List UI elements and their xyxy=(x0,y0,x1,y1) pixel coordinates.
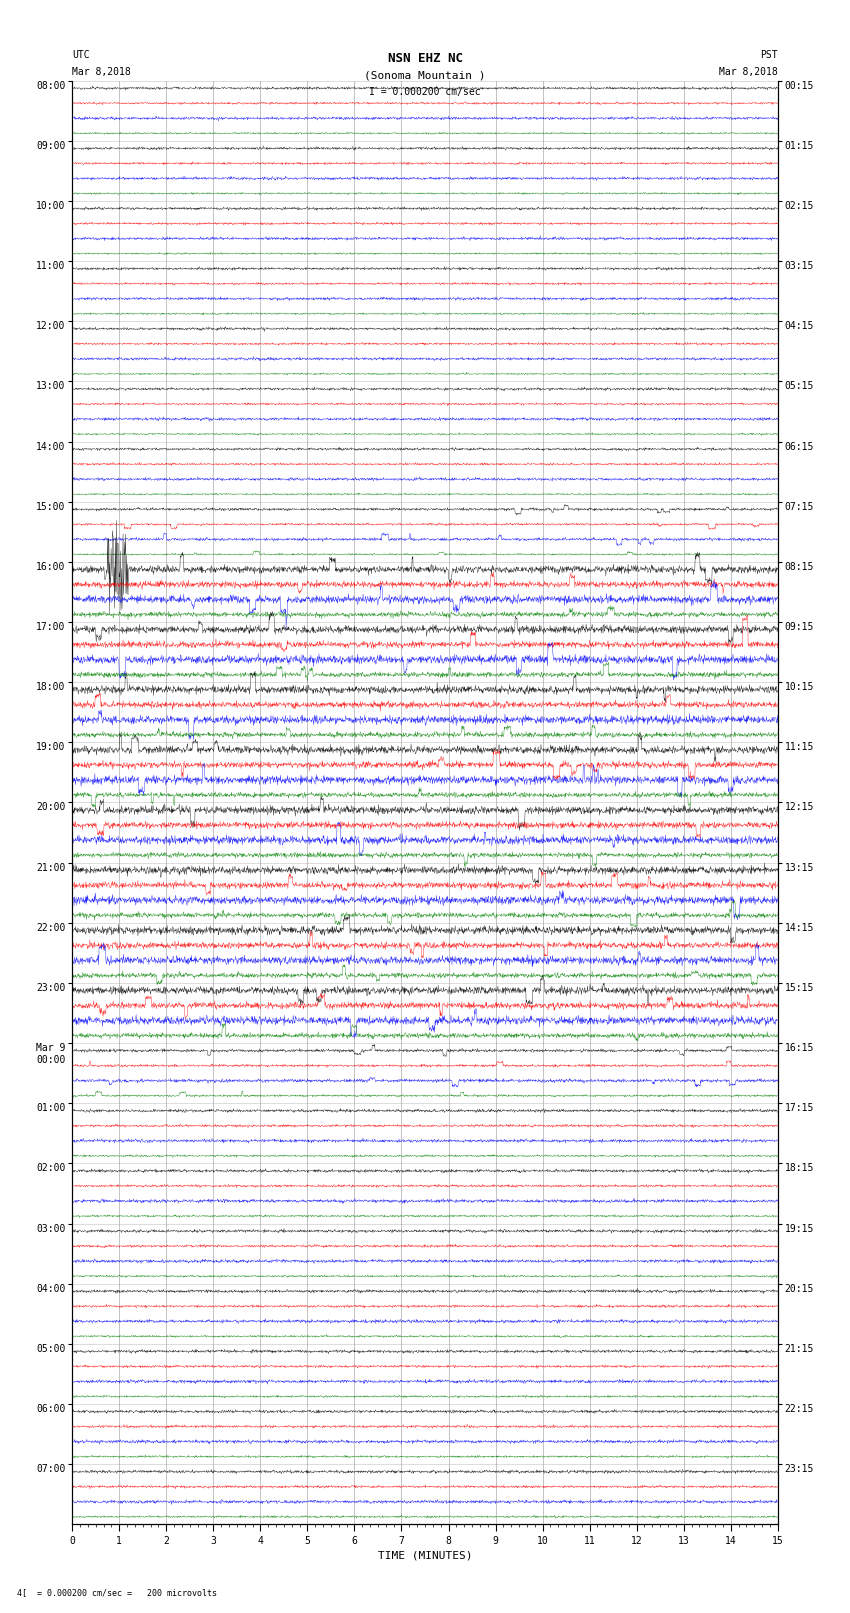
Text: 4[  = 0.000200 cm/sec =   200 microvolts: 4[ = 0.000200 cm/sec = 200 microvolts xyxy=(17,1587,217,1597)
Text: Mar 8,2018: Mar 8,2018 xyxy=(719,68,778,77)
Text: Mar 8,2018: Mar 8,2018 xyxy=(72,68,131,77)
Text: PST: PST xyxy=(760,50,778,60)
Text: I = 0.000200 cm/sec: I = 0.000200 cm/sec xyxy=(369,87,481,97)
Text: NSN EHZ NC: NSN EHZ NC xyxy=(388,52,462,65)
X-axis label: TIME (MINUTES): TIME (MINUTES) xyxy=(377,1550,473,1560)
Text: UTC: UTC xyxy=(72,50,90,60)
Text: (Sonoma Mountain ): (Sonoma Mountain ) xyxy=(365,71,485,81)
